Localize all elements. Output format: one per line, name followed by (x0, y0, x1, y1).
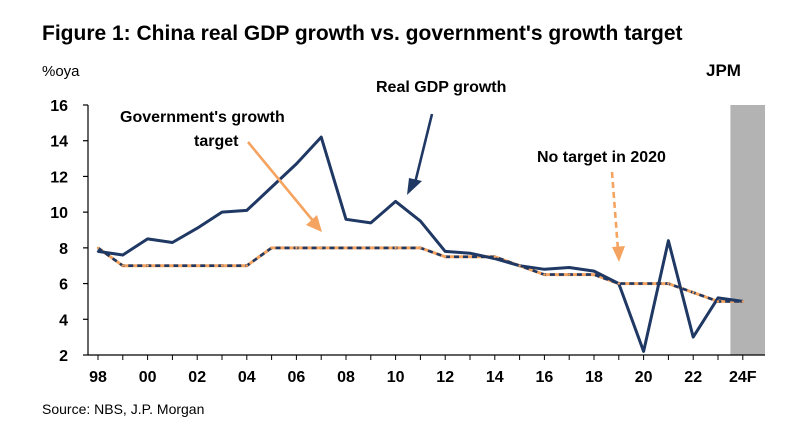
gdp-point (295, 162, 298, 166)
gdp-point (642, 350, 645, 353)
gdp-point (270, 185, 273, 189)
target-point (692, 291, 695, 294)
y-tick-labels: 2 4 6 8 10 12 14 16 (50, 98, 68, 365)
target-point (369, 246, 372, 250)
target-point (543, 273, 546, 276)
gdp-point (716, 296, 720, 300)
y-axis-unit: %oya (42, 63, 80, 80)
y-tick-label: 10 (50, 205, 68, 222)
x-tick-label: 20 (635, 369, 653, 386)
source-note: Source: NBS, J.P. Morgan (42, 401, 204, 417)
x-tick-label: 02 (188, 369, 206, 386)
target-point (295, 246, 298, 250)
target-point (617, 282, 620, 285)
gdp-point (419, 219, 422, 223)
y-tick-label: 6 (59, 277, 68, 294)
target-point (468, 255, 472, 258)
gdp-point (592, 269, 596, 273)
annotation-no-target: No target in 2020 (537, 149, 666, 166)
gdp-point (468, 252, 472, 255)
arrowhead-icon (407, 178, 422, 195)
gdp-point (146, 237, 149, 241)
target-point (493, 255, 496, 258)
target-series-dash (97, 246, 743, 303)
annotation-no-target-arrow (610, 171, 620, 251)
gdp-point (369, 221, 372, 225)
annotation-target-line1: Government's growth (120, 109, 285, 126)
target-point (642, 282, 645, 285)
annotation-real-gdp-arrow (412, 113, 434, 188)
target-point (146, 264, 149, 267)
annotation-real-gdp: Real GDP growth (376, 79, 506, 96)
data-points (96, 135, 744, 353)
x-tick-labels: 98 00 02 04 06 08 10 12 14 16 18 20 22 24F (89, 369, 757, 386)
arrowhead-icon (612, 246, 625, 262)
target-series-line (97, 246, 743, 303)
arrowhead-icon (306, 215, 322, 232)
gdp-point (543, 268, 546, 271)
target-point (96, 246, 100, 250)
target-point (568, 273, 571, 276)
gdp-point (493, 257, 496, 260)
gdp-point (121, 253, 125, 257)
forecast-shading (730, 105, 765, 355)
target-point (667, 282, 670, 285)
gdp-point (196, 227, 199, 230)
target-point (592, 273, 596, 276)
x-tick-label: 10 (387, 369, 405, 386)
gdp-point (568, 266, 571, 269)
y-tick-label: 12 (50, 169, 68, 186)
target-point (394, 246, 397, 250)
x-tick-label: 22 (684, 369, 702, 386)
x-tick-label: 06 (288, 369, 306, 386)
chart-title: Figure 1: China real GDP growth vs. gove… (42, 22, 683, 45)
y-tick-label: 16 (50, 98, 68, 115)
x-tick-label: 18 (585, 369, 603, 386)
gdp-point (245, 209, 248, 212)
target-point (320, 246, 323, 250)
gdp-point (692, 335, 695, 339)
gdp-series-line (97, 135, 744, 353)
y-tick-label: 4 (59, 312, 68, 329)
gdp-point (444, 250, 447, 253)
gdp-point (171, 241, 174, 244)
target-point (121, 264, 125, 267)
x-tick-label: 00 (139, 369, 157, 386)
x-tick-label: 98 (89, 369, 107, 386)
target-point (444, 255, 447, 258)
gdp-point (320, 135, 323, 139)
x-tick-label: 04 (238, 369, 256, 386)
gdp-point (220, 210, 224, 214)
x-tick-label: 14 (486, 369, 504, 386)
x-tick-label: 16 (536, 369, 554, 386)
gdp-point (96, 250, 100, 253)
annotation-target-arrow (246, 141, 316, 223)
y-tick-label: 2 (59, 348, 68, 365)
target-point (196, 264, 199, 267)
axes (83, 104, 765, 360)
target-point (518, 264, 521, 267)
target-point (245, 264, 248, 267)
gdp-point (344, 218, 348, 221)
target-point (741, 300, 744, 303)
target-point (220, 264, 224, 267)
gdp-point (667, 239, 670, 242)
y-tick-label: 8 (59, 241, 68, 258)
jpm-brand: JPM (706, 61, 741, 80)
gdp-point (394, 200, 397, 203)
target-point (419, 246, 422, 250)
x-tick-label: 12 (436, 369, 454, 386)
target-point (270, 246, 273, 250)
annotation-target-line2: target (194, 133, 239, 150)
target-point (171, 264, 174, 267)
target-point (716, 300, 720, 303)
x-tick-label: 08 (337, 369, 355, 386)
x-tick-label: 24F (729, 369, 757, 386)
y-tick-label: 14 (50, 134, 68, 151)
target-point (344, 246, 348, 250)
